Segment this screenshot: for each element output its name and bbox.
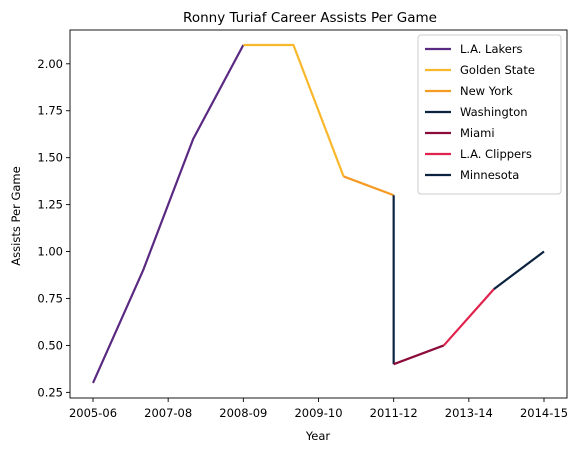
y-tick-label: 0.50 — [37, 338, 63, 352]
x-tick-label: 2008-09 — [219, 406, 267, 420]
y-tick-label: 1.50 — [37, 151, 63, 165]
x-tick-label: 2014-15 — [520, 406, 568, 420]
legend-label: Miami — [460, 126, 495, 140]
y-axis-label: Assists Per Game — [9, 166, 23, 265]
legend: L.A. Lakers Golden State New York Washingto… — [417, 34, 562, 195]
series-line-1 — [243, 43, 345, 177]
y-tick-label: 0.25 — [37, 385, 63, 399]
legend-label: L.A. Lakers — [460, 42, 523, 56]
y-tick-label: 1.75 — [37, 104, 63, 118]
series-line-5 — [442, 288, 495, 347]
x-tick-label: 2013-14 — [445, 406, 493, 420]
x-tick-label: 2009-10 — [294, 406, 342, 420]
legend-label: L.A. Clippers — [460, 147, 532, 161]
legend-label: New York — [460, 84, 513, 98]
x-tick-label: 2007-08 — [144, 406, 192, 420]
y-tick-label: 0.75 — [37, 291, 63, 305]
y-tick-label: 2.00 — [37, 57, 63, 71]
series-line-2 — [343, 175, 395, 197]
x-tick-label: 2011-12 — [370, 406, 418, 420]
series-line-0 — [91, 44, 245, 384]
plot-area: 2005-06 2007-08 2008-09 2009-10 2011-12 2013-… — [37, 29, 568, 420]
y-tick-label: 1.25 — [37, 198, 63, 212]
chart-title: Ronny Turiaf Career Assists Per Game — [183, 10, 437, 26]
series-line-6 — [493, 250, 545, 290]
legend-label: Golden State — [460, 63, 535, 77]
legend-label: Washington — [460, 105, 528, 119]
y-tick-label: 1.00 — [37, 245, 63, 259]
legend-box — [417, 34, 562, 195]
series-line-4 — [393, 344, 445, 366]
x-axis-label: Year — [305, 429, 331, 443]
x-tick-label: 2005-06 — [69, 406, 117, 420]
legend-label: Minnesota — [460, 168, 519, 182]
